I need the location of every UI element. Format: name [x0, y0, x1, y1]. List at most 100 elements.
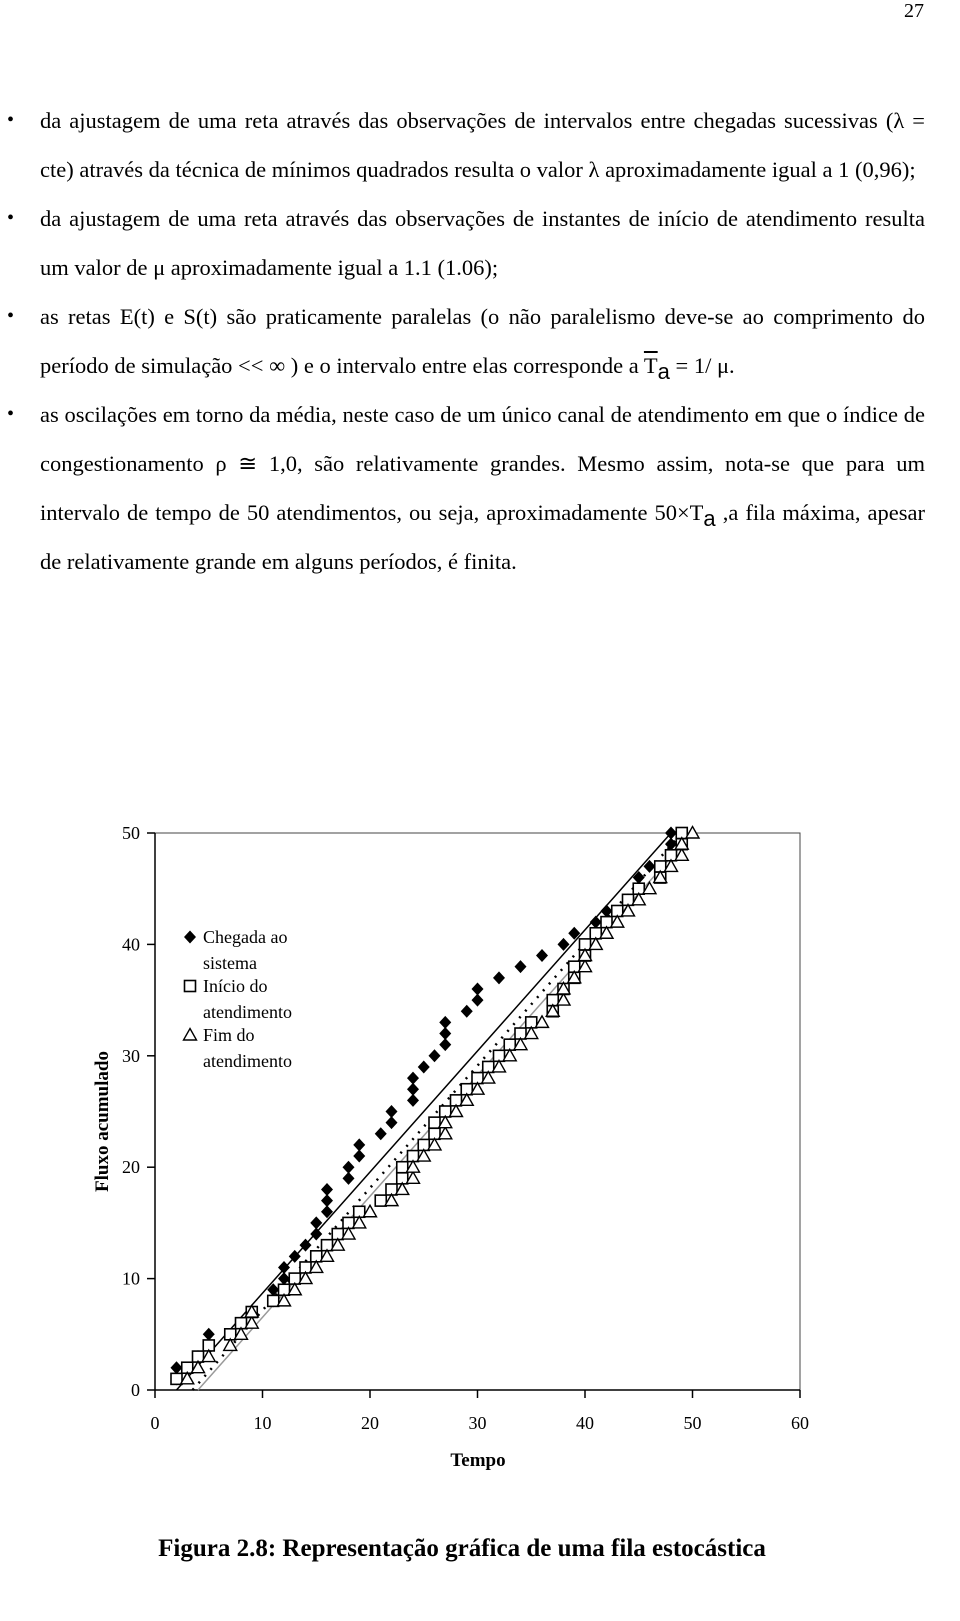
diamond-point: [493, 971, 505, 985]
math: = 1/ μ.: [669, 353, 735, 378]
math: T: [643, 353, 658, 378]
triangle-point: [297, 1270, 314, 1285]
diamond-point: [460, 1004, 473, 1018]
triangle-point: [512, 1036, 529, 1051]
diamond-point: [385, 1105, 398, 1118]
diamond-point: [407, 1082, 419, 1096]
diamond-point: [385, 1116, 398, 1130]
x-tick-label: 30: [469, 1413, 487, 1433]
triangle-point: [534, 1014, 550, 1029]
triangle-point: [652, 869, 668, 884]
diamond-point: [514, 960, 527, 974]
y-tick-label: 30: [122, 1046, 140, 1066]
triangle-point: [598, 925, 615, 939]
figure-caption: Figura 2.8: Representação gráfica de uma…: [158, 1535, 766, 1562]
y-tick-label: 40: [122, 934, 140, 954]
bullet: da ajustagem de uma reta através das obs…: [7, 194, 925, 292]
x-tick-label: 50: [684, 1413, 702, 1433]
triangle-point: [545, 1003, 561, 1017]
page-number: 27: [904, 0, 924, 22]
math-sub: a: [703, 506, 716, 531]
diamond-point: [471, 993, 484, 1007]
text: as retas E(t) e S(t) são praticamente pa…: [40, 304, 925, 378]
triangle-point: [319, 1248, 335, 1263]
triangle-point: [416, 1148, 432, 1162]
diamond-point: [589, 915, 602, 929]
diamond-point: [288, 1249, 301, 1263]
diamond-point: [439, 1038, 452, 1052]
diamond-point: [310, 1216, 323, 1230]
triangle-point: [330, 1237, 346, 1251]
y-tick-label: 0: [131, 1380, 140, 1400]
diamond-point: [170, 1361, 183, 1375]
diamond-point: [471, 982, 484, 996]
square-point: [374, 1194, 388, 1207]
triangle-point: [383, 1192, 400, 1207]
diamond-point: [342, 1160, 355, 1174]
bullet: as retas E(t) e S(t) são praticamente pa…: [7, 292, 925, 390]
y-axis-label: Fluxo acumulado: [92, 1051, 113, 1192]
bullet-list: da ajustagem de uma reta através das obs…: [7, 96, 926, 586]
triangle-point: [577, 947, 593, 962]
diamond-point: [600, 904, 613, 918]
triangle-point: [437, 1125, 453, 1140]
text: da ajustagem de uma reta através das obs…: [40, 108, 925, 182]
triangle-point: [566, 969, 582, 984]
diamond-point: [278, 1272, 290, 1286]
diamond-point: [321, 1194, 333, 1208]
diamond-point: [278, 1260, 290, 1274]
square-point: [395, 1160, 409, 1174]
triangle-point: [190, 1359, 206, 1374]
diamond-point: [439, 1015, 452, 1029]
y-tick-label: 20: [122, 1157, 140, 1177]
legend-entry: Fim do atendimento: [203, 1025, 292, 1071]
text: ,a fila máxima, apesar de relativamente …: [40, 500, 926, 574]
diamond-point: [557, 937, 570, 951]
triangle-point: [405, 1170, 421, 1185]
diamond-point: [353, 1149, 366, 1163]
diamond-point: [536, 949, 548, 963]
triangle-point: [244, 1304, 260, 1318]
triangle-point: [502, 1047, 518, 1062]
diamond-point: [407, 1071, 419, 1085]
square-point: [428, 1116, 441, 1129]
x-tick-label: 0: [151, 1413, 160, 1433]
triangle-point: [340, 1226, 357, 1240]
diamond-point: [342, 1171, 355, 1185]
triangle-point: [394, 1181, 410, 1196]
diamond-point: [417, 1060, 430, 1074]
diamond-point: [439, 1027, 452, 1041]
x-tick-label: 40: [576, 1413, 594, 1433]
triangle-point: [276, 1292, 292, 1307]
triangle-point: [459, 1092, 475, 1107]
diamond-point: [321, 1182, 333, 1196]
reference-line: [175, 832, 672, 1391]
x-tick-label: 60: [791, 1413, 809, 1433]
legend-key: [182, 1027, 198, 1041]
triangle-point: [287, 1281, 303, 1296]
text: da ajustagem de uma reta através das obs…: [40, 206, 925, 280]
y-tick-label: 50: [122, 823, 140, 843]
triangle-point: [179, 1370, 195, 1385]
diamond-point: [665, 826, 677, 840]
math-sub: a: [657, 359, 670, 384]
diamond-point: [321, 1205, 333, 1219]
text: as oscilações em torno da média, neste c…: [40, 402, 925, 525]
x-axis-label: Tempo: [450, 1450, 505, 1471]
triangle-point: [233, 1326, 249, 1340]
diamond-point: [428, 1049, 441, 1063]
diamond-point: [407, 1093, 419, 1107]
triangle-point: [437, 1114, 453, 1129]
diamond-point: [202, 1327, 215, 1341]
triangle-point: [244, 1315, 260, 1329]
triangle-point: [405, 1159, 421, 1173]
triangle-point: [308, 1259, 324, 1274]
triangle-point: [674, 836, 690, 850]
triangle-point: [631, 891, 647, 906]
diamond-point: [632, 871, 645, 885]
triangle-point: [362, 1203, 378, 1218]
triangle-point: [609, 914, 625, 928]
triangle-point: [684, 825, 701, 839]
